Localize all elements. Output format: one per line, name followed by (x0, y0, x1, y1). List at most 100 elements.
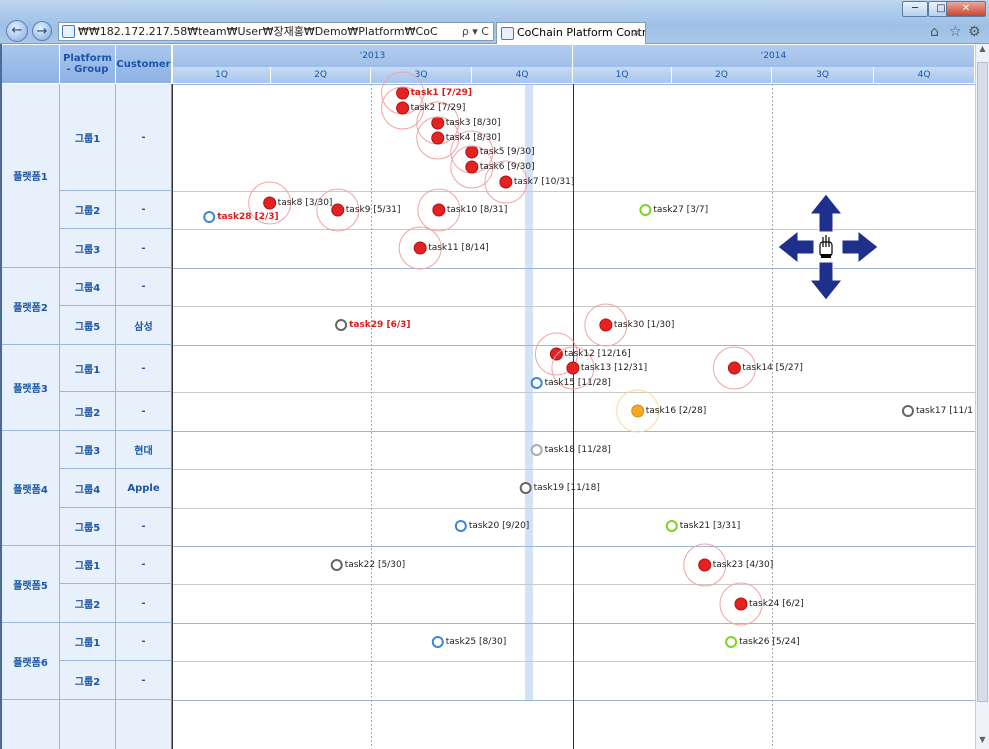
group-cell: 그룹1 (60, 623, 116, 661)
task-label[interactable]: task5 [9/30] (479, 147, 535, 157)
task-label[interactable]: task8 [3/30] (277, 198, 333, 208)
header-platform-group: Platform - Group (60, 45, 116, 83)
task-label[interactable]: task27 [3/7] (653, 205, 709, 215)
group-cell: 그룹2 (60, 661, 116, 700)
task-label[interactable]: task25 [8/30] (445, 637, 507, 647)
platform-cell: 플랫폼2 (2, 268, 60, 345)
header-quarter: 1Q (573, 67, 672, 83)
header-customer: Customer (116, 45, 172, 83)
minimize-button[interactable]: ─ (902, 1, 928, 17)
pan-control[interactable] (776, 192, 880, 302)
tab-page-icon (501, 27, 514, 40)
task-label[interactable]: task18 [11/28] (544, 445, 611, 455)
customer-cell: - (116, 392, 172, 431)
header-year-2013: '2013 (173, 45, 573, 67)
task-label[interactable]: task21 [3/31] (679, 521, 741, 531)
scroll-down-icon[interactable]: ▼ (979, 735, 986, 744)
address-actions[interactable]: ρ ▾ C (461, 25, 489, 38)
header-corner (2, 45, 60, 83)
task-label[interactable]: task12 [12/16] (564, 349, 631, 359)
task-label[interactable]: task29 [6/3] (349, 320, 411, 330)
address-text: ₩₩182.172.217.58₩team₩User₩장재홍₩Demo₩Plat… (78, 25, 438, 38)
close-window-button[interactable]: ✕ (946, 1, 986, 17)
task-label[interactable]: task3 [8/30] (445, 118, 501, 128)
customer-cell: - (116, 508, 172, 546)
header-year-2014: '2014 (573, 45, 975, 67)
favorites-icon[interactable]: ☆ (949, 24, 962, 40)
group-cell: 그룹1 (60, 546, 116, 584)
task-label[interactable]: task23 [4/30] (712, 560, 774, 570)
customer-cell: 현대 (116, 431, 172, 469)
task-label[interactable]: task20 [9/20] (468, 521, 530, 531)
pan-up-arrow[interactable] (808, 193, 844, 233)
platform-cell-empty (2, 700, 60, 749)
header-quarter: 4Q (472, 67, 573, 83)
customer-cell: Apple (116, 469, 172, 508)
platform-cell: 플랫폼3 (2, 345, 60, 431)
group-cell-empty (60, 700, 116, 749)
task-label[interactable]: task30 [1/30] (613, 320, 675, 330)
task-label[interactable]: task28 [2/3] (217, 212, 279, 222)
group-cell: 그룹4 (60, 268, 116, 306)
task-label[interactable]: task2 [7/29] (410, 103, 466, 113)
task-label[interactable]: task24 [6/2] (748, 599, 804, 609)
task-label[interactable]: task9 [5/31] (345, 205, 401, 215)
vertical-scrollbar[interactable]: ▲ ▼ (975, 44, 989, 749)
header-quarter: 3Q (371, 67, 472, 83)
header-quarter: 2Q (271, 67, 371, 83)
group-cell: 그룹4 (60, 469, 116, 508)
pan-down-arrow[interactable] (808, 261, 844, 301)
customer-cell: - (116, 345, 172, 392)
customer-cell: - (116, 584, 172, 623)
tab-close-icon[interactable]: × (631, 26, 641, 39)
scroll-thumb[interactable] (977, 62, 988, 702)
group-cell: 그룹3 (60, 431, 116, 469)
customer-cell: - (116, 229, 172, 268)
browser-chrome: ─ □ ✕ ← → ₩₩182.172.217.58₩team₩User₩장재홍… (0, 0, 989, 44)
hand-cursor-icon (819, 235, 833, 258)
customer-cell: - (116, 623, 172, 661)
forward-button[interactable]: → (32, 21, 52, 41)
tab-cochain-platform[interactable]: CoChain Platform Control ... × (496, 22, 646, 44)
task-label[interactable]: task16 [2/28] (645, 406, 707, 416)
group-cell: 그룹5 (60, 508, 116, 546)
group-cell: 그룹5 (60, 306, 116, 345)
task-label[interactable]: task11 [8/14] (428, 243, 489, 253)
task-label[interactable]: task1 [7/29] (410, 88, 473, 98)
task-label[interactable]: task22 [5/30] (344, 560, 406, 570)
group-cell: 그룹1 (60, 345, 116, 392)
group-cell: 그룹2 (60, 191, 116, 229)
header-quarter: 4Q (874, 67, 975, 83)
task-label[interactable]: task7 [10/31] (513, 177, 575, 187)
pan-right-arrow[interactable] (841, 229, 879, 265)
page-icon (62, 25, 75, 38)
customer-cell: - (116, 546, 172, 584)
home-icon[interactable]: ⌂ (930, 24, 939, 40)
tools-icon[interactable]: ⚙ (968, 24, 981, 40)
task-label[interactable]: task13 [12/31] (580, 363, 648, 373)
task-label[interactable]: task4 [8/30] (445, 133, 501, 143)
group-cell: 그룹3 (60, 229, 116, 268)
customer-cell: - (116, 191, 172, 229)
customer-cell: - (116, 268, 172, 306)
platform-cell: 플랫폼5 (2, 546, 60, 623)
task-label[interactable]: task15 [11/28] (544, 378, 611, 388)
group-cell: 그룹2 (60, 392, 116, 431)
pan-left-arrow[interactable] (777, 229, 815, 265)
customer-cell: - (116, 84, 172, 191)
task-label[interactable]: task14 [5/27] (742, 363, 803, 373)
task-label[interactable]: task17 [11/1 (915, 406, 973, 416)
customer-cell-empty (116, 700, 172, 749)
group-cell: 그룹2 (60, 584, 116, 623)
back-button[interactable]: ← (6, 20, 28, 42)
platform-cell: 플랫폼4 (2, 431, 60, 546)
task-label[interactable]: task19 [11/18] (533, 483, 600, 493)
address-bar[interactable]: ₩₩182.172.217.58₩team₩User₩장재홍₩Demo₩Plat… (58, 22, 494, 41)
task-label[interactable]: task10 [8/31] (446, 205, 508, 215)
header-quarter: 1Q (173, 67, 271, 83)
task-label[interactable]: task26 [5/24] (739, 637, 800, 647)
group-cell: 그룹1 (60, 84, 116, 191)
platform-cell: 플랫폼6 (2, 623, 60, 700)
task-label[interactable]: task6 [9/30] (479, 162, 535, 172)
scroll-up-icon[interactable]: ▲ (979, 44, 986, 53)
